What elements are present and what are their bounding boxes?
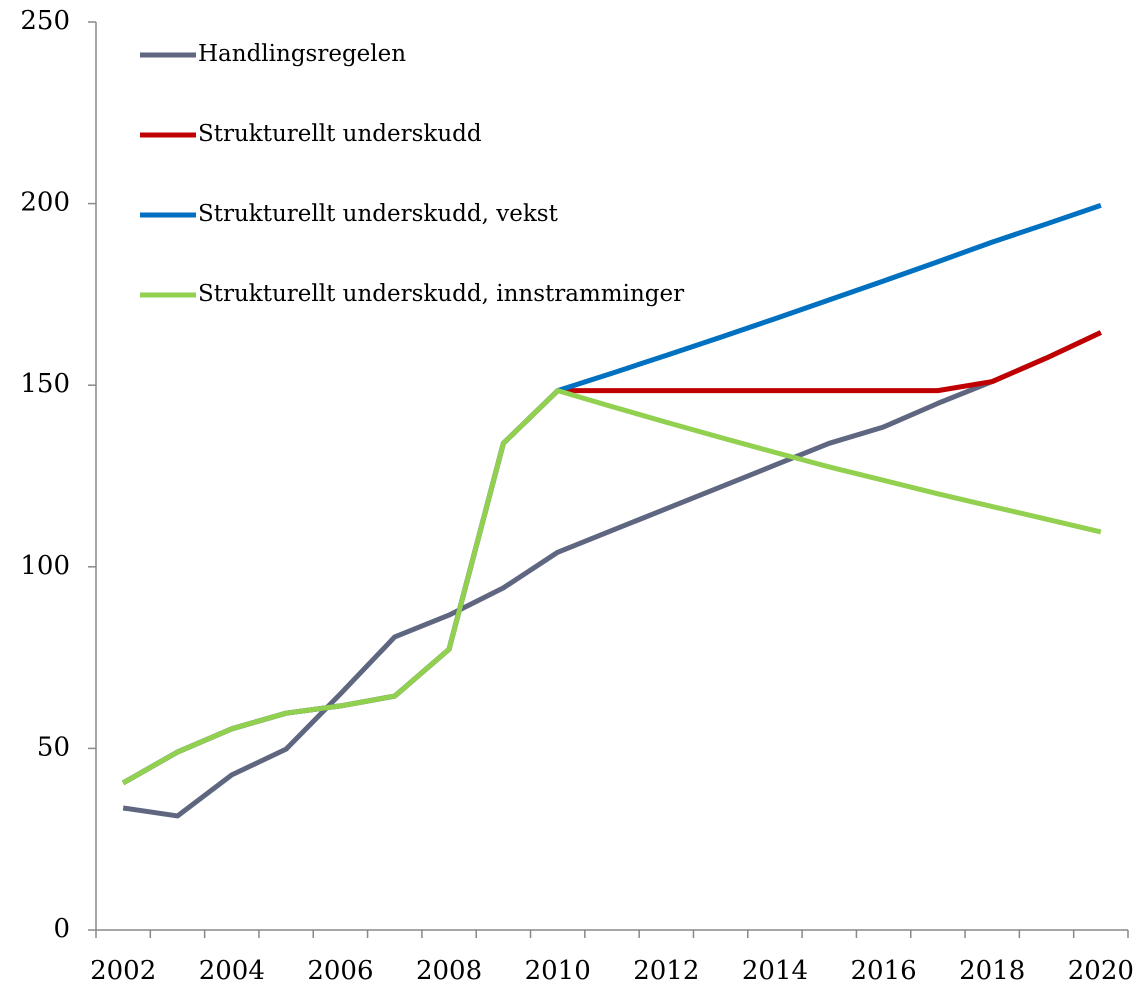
line-series	[121, 388, 1102, 786]
legend-label: Strukturellt underskudd, innstramminger	[198, 281, 684, 307]
y-tick-label: 150	[20, 369, 70, 399]
y-tick-label: 200	[20, 188, 70, 218]
x-tick-label: 2002	[90, 956, 156, 986]
y-tick-label: 0	[53, 914, 70, 944]
legend-label: Handlingsregelen	[198, 41, 406, 67]
x-tick-label: 2016	[850, 956, 916, 986]
x-tick-label: 2008	[416, 956, 482, 986]
legend-label: Strukturellt underskudd, vekst	[198, 201, 559, 227]
y-tick-label: 100	[20, 551, 70, 581]
y-tick-label: 250	[20, 6, 70, 36]
x-tick-label: 2010	[525, 956, 591, 986]
x-tick-label: 2020	[1068, 956, 1134, 986]
line-series	[122, 330, 1102, 819]
x-tick-label: 2014	[742, 956, 808, 986]
legend-label: Strukturellt underskudd	[198, 121, 482, 147]
x-tick-label: 2018	[959, 956, 1025, 986]
x-tick-label: 2004	[199, 956, 265, 986]
y-tick-label: 50	[37, 732, 70, 762]
x-tick-label: 2012	[633, 956, 699, 986]
x-tick-label: 2006	[307, 956, 373, 986]
